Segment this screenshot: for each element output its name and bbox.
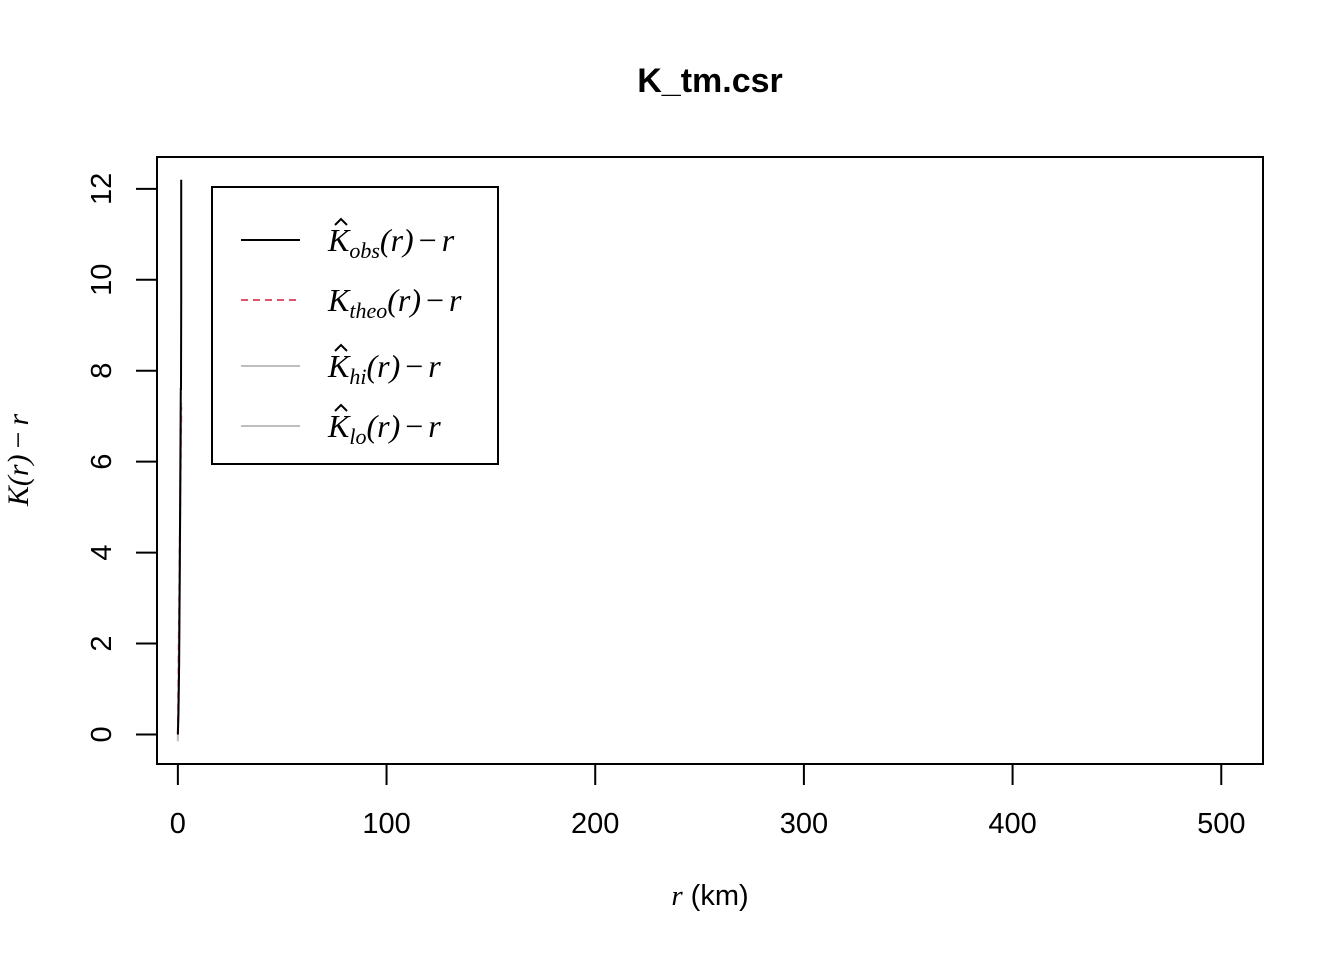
x-tick-label: 200: [571, 808, 619, 840]
legend-label-theo: Ktheo(r) − r: [327, 282, 462, 323]
hat-mark: [334, 403, 348, 412]
legend-var: r: [428, 408, 441, 444]
y-tick-label: 4: [86, 545, 118, 561]
legend-arg: (r): [380, 222, 414, 258]
series-layer: [176, 179, 183, 742]
legend-subscript: hi: [349, 364, 366, 389]
legend-minus: −: [419, 222, 437, 258]
x-axis-label: r (km): [671, 880, 748, 912]
legend-label-lo: Klo(r) − r: [327, 408, 441, 449]
legend-minus: −: [426, 282, 444, 318]
legend-var: r: [442, 222, 455, 258]
y-tick-label: 12: [86, 173, 118, 205]
legend-box: [211, 186, 499, 465]
chart-title: K_tm.csr: [637, 62, 783, 100]
legend-var: r: [449, 282, 462, 318]
legend-subscript: theo: [349, 298, 387, 323]
y-axis-label-arg: (r): [2, 454, 35, 486]
y-axis-label-main: K: [2, 484, 35, 507]
legend-minus: −: [405, 348, 423, 384]
x-axis: 0 100 200 300 400 500: [170, 763, 1245, 840]
legend-var: r: [428, 348, 441, 384]
legend-arg: (r): [366, 348, 400, 384]
y-tick-label: 10: [86, 264, 118, 296]
y-axis: 0 2 4 6 8 10 12: [86, 173, 158, 743]
y-axis-label-minus: −: [2, 432, 35, 449]
legend-symbol: K: [327, 408, 351, 444]
y-tick-label: 6: [86, 454, 118, 470]
hat-mark: [334, 217, 348, 226]
legend-arg: (r): [387, 282, 421, 318]
x-axis-label-unit: (km): [691, 880, 749, 912]
x-tick-label: 100: [362, 808, 410, 840]
y-tick-label: 8: [86, 363, 118, 379]
legend-label-obs: Kobs(r) − r: [327, 222, 455, 263]
y-axis-label-var: r: [2, 414, 35, 426]
legend-label-hi: Khi(r) − r: [327, 348, 441, 389]
legend-symbol: K: [327, 222, 351, 258]
y-axis-label: K(r) − r: [2, 414, 35, 508]
legend-symbol: K: [327, 282, 351, 318]
legend-subscript: lo: [349, 424, 366, 449]
x-tick-label: 400: [988, 808, 1036, 840]
legend-subscript: obs: [349, 238, 380, 263]
legend-minus: −: [405, 408, 423, 444]
x-tick-label: 300: [780, 808, 828, 840]
x-axis-label-var: r: [671, 880, 683, 912]
hat-mark: [334, 343, 348, 352]
legend-arg: (r): [366, 408, 400, 444]
y-tick-label: 2: [86, 635, 118, 651]
series-line-obs: [176, 179, 183, 735]
y-tick-label: 0: [86, 726, 118, 742]
x-tick-label: 500: [1197, 808, 1245, 840]
x-tick-label: 0: [170, 808, 186, 840]
legend-symbol: K: [327, 348, 351, 384]
